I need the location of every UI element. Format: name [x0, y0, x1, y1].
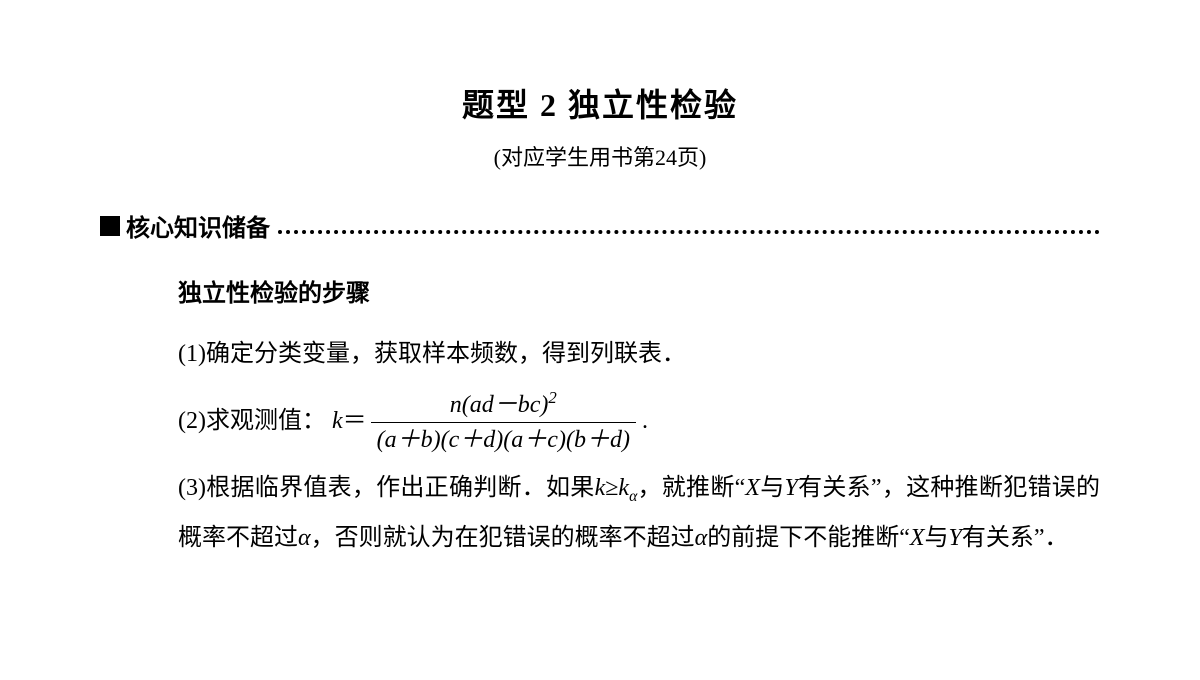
step-2: (2)求观测值： k ＝ n(ad－bc)2 (a＋b)(c＋d)(a＋c)(b… [178, 388, 1100, 455]
num-ad: ad [470, 392, 494, 418]
s3-g: 与 [925, 525, 949, 551]
s3-c: 与 [760, 475, 785, 501]
num-n: n [450, 392, 462, 418]
d1c: ) [433, 427, 441, 453]
content-block: 独立性检验的步骤 (1)确定分类变量，获取样本频数，得到列联表． (2)求观测值… [100, 269, 1100, 564]
s3-Y: Y [784, 475, 797, 501]
s3-ka-k: k [618, 475, 629, 501]
d1o: ( [377, 427, 385, 453]
s3-ge: ≥ [605, 475, 618, 501]
s3-h: 有关系”． [962, 525, 1069, 551]
d1b: b [421, 427, 433, 453]
formula-numerator: n(ad－bc)2 [444, 388, 563, 422]
sub-heading: 独立性检验的步骤 [178, 269, 1100, 319]
formula-tail-dot: . [642, 396, 648, 446]
step-1: (1)确定分类变量，获取样本频数，得到列联表． [178, 329, 1100, 379]
d2a: c [449, 427, 460, 453]
s3-k: k [595, 475, 606, 501]
d1a: a [385, 427, 397, 453]
d2p: ＋ [459, 427, 483, 453]
s3-b: ，就推断“ [637, 475, 745, 501]
num-minus: － [494, 392, 518, 418]
s3-a: (3)根据临界值表，作出正确判断．如果 [178, 475, 595, 501]
d3b: c [547, 427, 558, 453]
s3-f: 的前提下不能推断“ [707, 525, 910, 551]
d3a: a [511, 427, 523, 453]
page-title: 题型 2 独立性检验 [100, 80, 1100, 126]
d3p: ＋ [523, 427, 547, 453]
num-bc: bc [518, 392, 541, 418]
d4b: d [610, 427, 622, 453]
formula-lhs-k: k [332, 396, 343, 446]
step-2-prefix: (2)求观测值： [178, 396, 326, 446]
s3-al1: α [298, 525, 311, 551]
section-heading-row: 核心知识储备 [100, 208, 1100, 243]
s3-X2: X [910, 525, 925, 551]
s3-Y2: Y [949, 525, 962, 551]
d4p: ＋ [586, 427, 610, 453]
section-heading-text: 核心知识储备 [126, 208, 270, 243]
s3-e: ，否则就认为在犯错误的概率不超过 [311, 525, 695, 551]
step-3: (3)根据临界值表，作出正确判断．如果k≥kα，就推断“X与Y有关系”，这种推断… [178, 463, 1100, 564]
d1p: ＋ [397, 427, 421, 453]
d4a: b [574, 427, 586, 453]
d4c: ) [622, 427, 630, 453]
d2b: d [483, 427, 495, 453]
formula-denominator: (a＋b)(c＋d)(a＋c)(b＋d) [371, 422, 636, 455]
formula-fraction: n(ad－bc)2 (a＋b)(c＋d)(a＋c)(b＋d) [371, 388, 636, 455]
s3-al2: α [695, 525, 708, 551]
dotted-leader [278, 230, 1100, 234]
num-open: ( [462, 392, 470, 418]
s3-X: X [745, 475, 760, 501]
num-exp: 2 [548, 388, 556, 407]
d4o: ( [566, 427, 574, 453]
page-subtitle: (对应学生用书第24页) [100, 140, 1100, 172]
d2o: ( [441, 427, 449, 453]
d3c: ) [558, 427, 566, 453]
formula-eq: ＝ [343, 396, 367, 446]
square-marker-icon [100, 216, 120, 236]
